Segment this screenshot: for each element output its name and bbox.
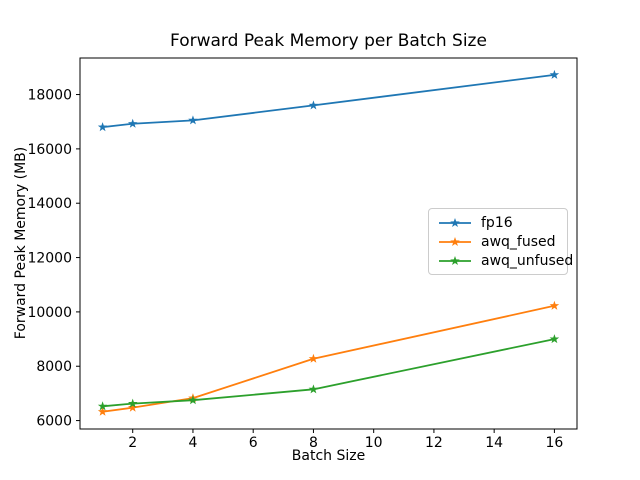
y-tick-label: 10000 (27, 305, 72, 321)
data-point-marker (188, 115, 198, 125)
x-tick-label: 8 (309, 435, 318, 451)
data-point-marker (127, 398, 138, 408)
x-tick-label: 16 (545, 435, 563, 451)
legend-entry-awq-fused: awq_fused (438, 233, 558, 251)
y-tick-label: 12000 (27, 251, 72, 267)
data-point-marker (188, 395, 198, 405)
x-tick-label: 6 (249, 435, 258, 451)
x-tick-label: 12 (425, 435, 443, 451)
legend-entry-awq-unfused: awq_unfused (438, 252, 573, 270)
data-point-marker (97, 401, 108, 411)
line-star-swatch-icon (438, 217, 472, 229)
data-point-marker (549, 334, 560, 344)
data-point-marker (127, 118, 138, 128)
x-tick-label: 2 (128, 435, 137, 451)
legend-label: fp16 (481, 214, 513, 231)
line-star-swatch-icon (438, 236, 472, 248)
data-point-marker (549, 69, 560, 79)
series-awq_fused (97, 300, 560, 416)
y-tick-label: 16000 (27, 142, 72, 158)
y-axis: 6000 8000 10000 12000 14000 16000 18000 (27, 88, 80, 430)
line-star-swatch-icon (438, 255, 472, 267)
series-line-awq_unfused (101, 338, 556, 408)
series-line-fp16 (101, 73, 556, 129)
y-tick-label: 18000 (27, 88, 72, 104)
y-tick-label: 6000 (36, 414, 72, 430)
data-point-marker (308, 384, 319, 394)
series-awq_unfused (97, 334, 560, 411)
legend-label: awq_unfused (481, 252, 574, 269)
x-tick-label: 10 (365, 435, 383, 451)
x-axis: 2 4 6 8 10 12 14 16 (128, 429, 563, 451)
chart-title: Forward Peak Memory per Batch Size (170, 31, 487, 51)
data-point-marker (97, 406, 108, 416)
x-axis-label: Batch Size (291, 448, 366, 464)
x-tick-label: 14 (485, 435, 503, 451)
x-tick-label: 4 (188, 435, 197, 451)
data-point-marker (308, 353, 319, 363)
y-tick-label: 14000 (27, 196, 72, 212)
data-point-marker (308, 100, 319, 110)
legend-label: awq_fused (481, 233, 556, 250)
legend-entry-fp16: fp16 (438, 214, 558, 232)
axes-spines (79, 57, 578, 430)
data-point-marker (97, 122, 108, 132)
series-fp16 (97, 69, 560, 132)
data-point-marker (127, 402, 138, 412)
data-point-marker (549, 300, 560, 310)
legend: fp16 awq_fused awq_unfused (428, 208, 573, 275)
y-tick-label: 8000 (36, 359, 72, 375)
series-line-awq_fused (101, 304, 556, 413)
